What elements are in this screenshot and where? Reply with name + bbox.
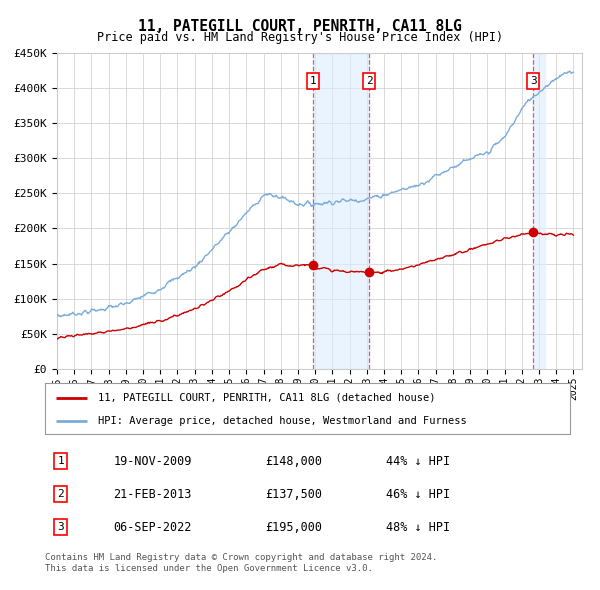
Text: 3: 3 bbox=[530, 76, 536, 86]
Text: £195,000: £195,000 bbox=[265, 520, 323, 534]
Text: 11, PATEGILL COURT, PENRITH, CA11 8LG (detached house): 11, PATEGILL COURT, PENRITH, CA11 8LG (d… bbox=[97, 392, 435, 402]
Bar bbox=[313, 53, 369, 369]
Text: 06-SEP-2022: 06-SEP-2022 bbox=[113, 520, 191, 534]
Text: 3: 3 bbox=[58, 522, 64, 532]
Text: £137,500: £137,500 bbox=[265, 487, 323, 501]
Text: £148,000: £148,000 bbox=[265, 454, 323, 468]
Text: 1: 1 bbox=[58, 456, 64, 466]
Text: 46% ↓ HPI: 46% ↓ HPI bbox=[386, 487, 451, 501]
Text: 48% ↓ HPI: 48% ↓ HPI bbox=[386, 520, 451, 534]
Text: Price paid vs. HM Land Registry's House Price Index (HPI): Price paid vs. HM Land Registry's House … bbox=[97, 31, 503, 44]
Text: 44% ↓ HPI: 44% ↓ HPI bbox=[386, 454, 451, 468]
Bar bbox=[533, 53, 545, 369]
Text: Contains HM Land Registry data © Crown copyright and database right 2024.
This d: Contains HM Land Registry data © Crown c… bbox=[45, 553, 437, 573]
Text: 19-NOV-2009: 19-NOV-2009 bbox=[113, 454, 191, 468]
Text: 1: 1 bbox=[310, 76, 317, 86]
Text: 2: 2 bbox=[58, 489, 64, 499]
Text: 21-FEB-2013: 21-FEB-2013 bbox=[113, 487, 191, 501]
Text: 11, PATEGILL COURT, PENRITH, CA11 8LG: 11, PATEGILL COURT, PENRITH, CA11 8LG bbox=[138, 19, 462, 34]
Text: HPI: Average price, detached house, Westmorland and Furness: HPI: Average price, detached house, West… bbox=[97, 416, 466, 426]
Text: 2: 2 bbox=[365, 76, 373, 86]
